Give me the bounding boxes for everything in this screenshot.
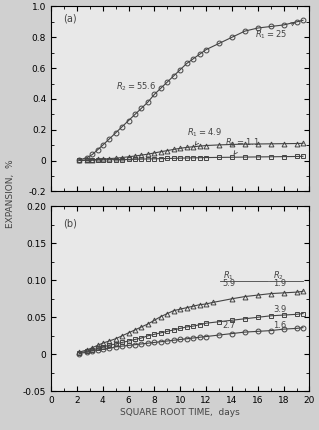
Text: 3.9: 3.9 — [273, 305, 286, 314]
Text: (a): (a) — [63, 14, 76, 24]
Text: 1.9: 1.9 — [273, 279, 286, 288]
Text: $R_1 = 4.9$: $R_1 = 4.9$ — [187, 127, 221, 145]
Text: $R_1 = 1.1$: $R_1 = 1.1$ — [226, 136, 260, 154]
Text: 1.6: 1.6 — [273, 321, 286, 330]
Text: $R_2$: $R_2$ — [273, 269, 284, 282]
Text: EXPANSION,  %: EXPANSION, % — [6, 159, 15, 228]
Text: 5.9: 5.9 — [223, 279, 236, 288]
Text: $R_1$: $R_1$ — [223, 269, 234, 282]
Text: (b): (b) — [63, 219, 77, 229]
Text: $R_2 = 55.6$: $R_2 = 55.6$ — [115, 81, 156, 93]
X-axis label: SQUARE ROOT TIME,  days: SQUARE ROOT TIME, days — [120, 408, 240, 417]
Text: 2.7: 2.7 — [223, 321, 236, 330]
Text: $R_1 = 25$: $R_1 = 25$ — [255, 23, 294, 41]
